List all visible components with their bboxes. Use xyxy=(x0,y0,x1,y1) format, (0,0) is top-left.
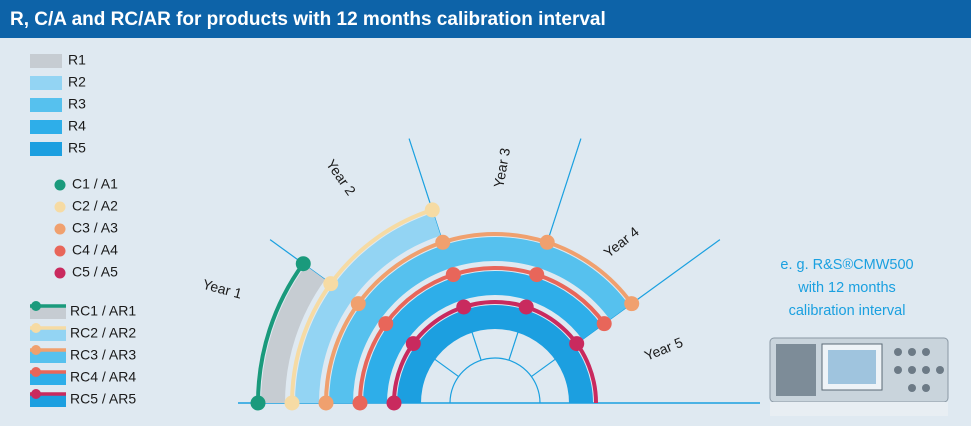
legend-dot xyxy=(55,224,66,235)
caption: with 12 months xyxy=(797,280,896,296)
calibration-dot xyxy=(446,267,461,282)
legend-label: RC2 / AR2 xyxy=(70,325,136,341)
legend-label: C5 / A5 xyxy=(72,264,118,280)
calibration-dot xyxy=(387,396,402,411)
legend-label: C2 / A2 xyxy=(72,198,118,214)
legend-label: R4 xyxy=(68,118,86,134)
legend-swatch xyxy=(30,142,62,156)
calibration-dot xyxy=(540,235,555,250)
caption: e. g. R&S®CMW500 xyxy=(780,257,913,273)
calibration-dot xyxy=(319,396,334,411)
calibration-dot xyxy=(351,296,366,311)
calibration-dot xyxy=(251,396,266,411)
calibration-dot xyxy=(529,267,544,282)
calibration-dot xyxy=(456,299,471,314)
legend-dot xyxy=(55,268,66,279)
legend-dot xyxy=(55,246,66,257)
legend-label: R1 xyxy=(68,52,86,68)
calibration-dot xyxy=(624,296,639,311)
legend-label: RC5 / AR5 xyxy=(70,391,136,407)
legend-dot xyxy=(31,367,41,377)
legend-label: R5 xyxy=(68,140,86,156)
legend-label: RC4 / AR4 xyxy=(70,369,136,385)
legend-label: C1 / A1 xyxy=(72,176,118,192)
calibration-dot xyxy=(425,202,440,217)
legend-dot xyxy=(31,345,41,355)
legend-label: R2 xyxy=(68,74,86,90)
legend-label: C3 / A3 xyxy=(72,220,118,236)
legend-dot xyxy=(55,180,66,191)
legend-swatch xyxy=(30,120,62,134)
device-image xyxy=(770,338,948,416)
calibration-dot xyxy=(296,256,311,271)
legend-swatch xyxy=(30,76,62,90)
calibration-dot xyxy=(406,336,421,351)
caption: calibration interval xyxy=(789,303,906,319)
legend-swatch xyxy=(30,54,62,68)
page: R, C/A and RC/AR for products with 12 mo… xyxy=(0,0,971,426)
calibration-dot xyxy=(353,396,368,411)
calibration-dot xyxy=(323,276,338,291)
legend-label: C4 / A4 xyxy=(72,242,118,258)
legend-label: RC1 / AR1 xyxy=(70,303,136,319)
calibration-dot xyxy=(378,316,393,331)
calibration-dot xyxy=(569,336,584,351)
title: R, C/A and RC/AR for products with 12 mo… xyxy=(10,9,606,30)
legend-dot xyxy=(55,202,66,213)
legend-dot xyxy=(31,301,41,311)
calibration-dot xyxy=(519,299,534,314)
legend-dot xyxy=(31,323,41,333)
calibration-dot xyxy=(435,235,450,250)
legend-label: R3 xyxy=(68,96,86,112)
calibration-dot xyxy=(285,396,300,411)
calibration-dot xyxy=(597,316,612,331)
legend-dot xyxy=(31,389,41,399)
legend-swatch xyxy=(30,98,62,112)
legend-label: RC3 / AR3 xyxy=(70,347,136,363)
